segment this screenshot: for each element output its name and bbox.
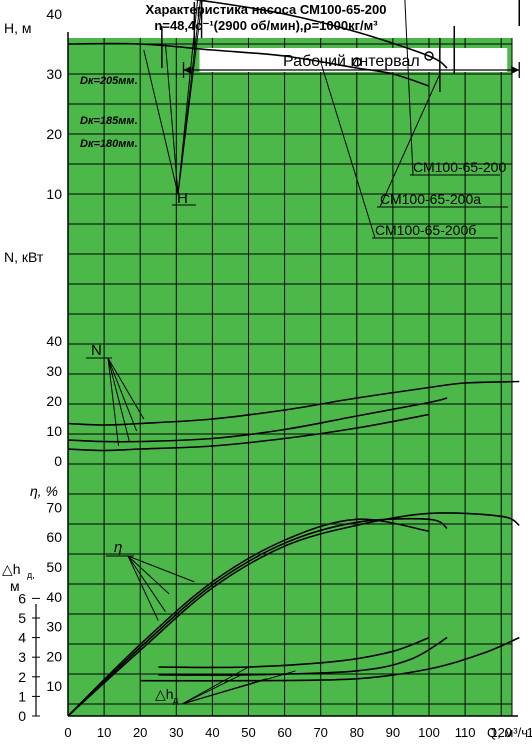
leader-line (143, 49, 179, 195)
head-tick-label: 30 (46, 66, 62, 82)
leader-line (164, 43, 179, 195)
efficiency-tick-label: 20 (46, 648, 62, 664)
npsh-curve-200 (140, 636, 520, 682)
power-marker-label: N (91, 342, 102, 359)
leader-line (127, 555, 195, 583)
working-interval-arrow (511, 66, 520, 74)
npsh-axis-label: △h (2, 561, 21, 577)
x-tick-label: 100 (418, 725, 440, 740)
working-interval-label: Рабочий интервал (283, 53, 420, 70)
diameter-label: Dк=180мм. (80, 138, 138, 150)
plot-area-background (68, 38, 512, 716)
npsh-tick-label: 1 (18, 688, 26, 704)
head-axis-label: Н, м (4, 20, 32, 36)
efficiency-tick-label: 60 (46, 529, 62, 545)
npsh-tick-label: 2 (18, 669, 26, 685)
leader-line (181, 666, 249, 705)
npsh-curve-200b (158, 636, 430, 669)
head-curve-200a (193, 0, 448, 69)
npsh-tick-label: 5 (18, 610, 26, 626)
npsh-tick-label: 6 (18, 590, 26, 606)
x-tick-label: 90 (386, 725, 400, 740)
efficiency-tick-label: 40 (46, 589, 62, 605)
npsh-axis-label-sub: д, (27, 570, 35, 580)
duty-point-circle (352, 57, 362, 67)
x-tick-label: 120 (490, 725, 512, 740)
x-tick-label: 20 (133, 725, 147, 740)
leader-line (127, 555, 170, 595)
power-tick-label: 10 (46, 423, 62, 439)
leader-line (107, 357, 138, 432)
leader-line (107, 357, 120, 447)
npsh-tick-label: 4 (18, 630, 26, 646)
diameter-label: Dк=205мм. (80, 75, 138, 87)
power-curve-200a (67, 397, 448, 443)
power-tick-label: 40 (46, 333, 62, 349)
leader-line (181, 674, 242, 705)
working-interval-arrow (183, 66, 192, 74)
leader-line (127, 555, 159, 621)
power-curve-200b (67, 413, 430, 452)
legend-label-200: СМ100-65-200 (413, 159, 506, 175)
power-tick-label: 20 (46, 393, 62, 409)
npsh-tick-label: 3 (18, 649, 26, 665)
legend-leader (320, 61, 376, 239)
legend-leader (379, 73, 441, 208)
x-tick-label: 110 (455, 725, 476, 740)
x-axis-label: Q, м³/ч (487, 725, 528, 740)
efficiency-curve-200b (67, 518, 430, 717)
efficiency-curve-200 (67, 512, 520, 717)
head-tick-label: 40 (46, 6, 62, 22)
legend-leader (404, 0, 414, 176)
x-tick-label: 60 (277, 725, 291, 740)
head-marker-label: Н (177, 190, 188, 207)
efficiency-axis-label: η, % (30, 483, 58, 499)
npsh-marker-label-sub: д (173, 695, 179, 705)
x-tick-label: 10 (97, 725, 111, 740)
head-tick-label: 10 (46, 186, 62, 202)
efficiency-tick-label: 50 (46, 559, 62, 575)
efficiency-curve-200a (67, 517, 448, 717)
chart-title: Характеристика насоса СМ100-65-200 (145, 2, 387, 17)
leader-line (107, 357, 145, 420)
legend-label-200a: СМ100-65-200а (380, 191, 481, 207)
power-tick-label: 0 (54, 453, 62, 469)
x-tick-label: 80 (350, 725, 364, 740)
leader-line (127, 555, 166, 612)
x-tick-label: 130 (526, 725, 532, 740)
efficiency-marker-label: η (114, 539, 122, 556)
power-tick-label: 30 (46, 363, 62, 379)
power-axis-label: N, кВт (4, 249, 44, 265)
x-tick-label: 50 (241, 725, 255, 740)
x-tick-label: 70 (313, 725, 327, 740)
npsh-axis-unit: м (10, 578, 20, 594)
legend-label-200b: СМ100-65-200б (375, 222, 476, 238)
efficiency-tick-label: 30 (46, 619, 62, 635)
head-tick-label: 20 (46, 126, 62, 142)
npsh-curve-200a (158, 636, 448, 676)
duty-point-circle (424, 51, 434, 61)
npsh-marker-label: △h (155, 686, 174, 702)
x-tick-label: 40 (205, 725, 219, 740)
diameter-label: Dк=185мм. (80, 115, 138, 127)
npsh-tick-label: 0 (18, 708, 26, 724)
efficiency-tick-label: 10 (46, 678, 62, 694)
efficiency-tick-label: 70 (46, 499, 62, 515)
x-tick-label: 0 (64, 725, 71, 740)
leader-line (107, 357, 130, 442)
leader-line (177, 0, 203, 195)
leader-line (181, 670, 296, 705)
head-curve-200b (67, 42, 430, 87)
x-tick-label: 30 (169, 725, 183, 740)
